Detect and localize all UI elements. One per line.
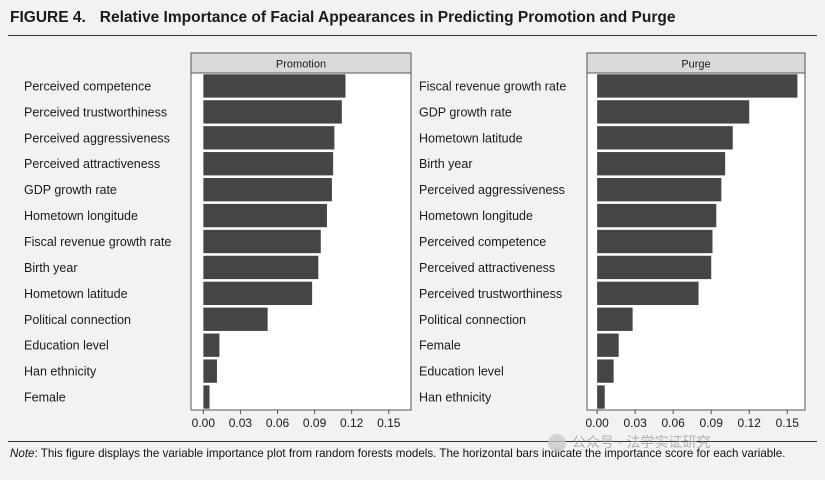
x-tick-label: 0.15	[776, 416, 800, 430]
x-tick-label: 0.06	[662, 416, 686, 430]
importance-bar	[203, 100, 342, 124]
category-label: Hometown latitude	[419, 131, 523, 145]
category-label: Education level	[24, 339, 109, 353]
category-label: Perceived aggressiveness	[419, 183, 565, 197]
figure-title: FIGURE 4. Relative Importance of Facial A…	[10, 9, 675, 27]
importance-bar	[597, 229, 713, 254]
category-label: Perceived aggressiveness	[24, 131, 170, 145]
category-label: Political connection	[24, 313, 131, 327]
importance-bar	[597, 307, 633, 331]
importance-bar	[597, 333, 619, 357]
category-label: Education level	[419, 365, 504, 379]
category-label: Perceived trustworthiness	[24, 105, 167, 119]
category-label: Han ethnicity	[24, 365, 97, 379]
x-tick-label: 0.12	[738, 416, 762, 430]
x-tick-label: 0.03	[229, 416, 253, 430]
figure-charts: Promotion Perceived competence Perceived t…	[24, 52, 806, 430]
importance-bar	[203, 255, 319, 280]
wechat-icon	[548, 434, 566, 453]
importance-bar	[203, 359, 217, 383]
figure-title-text: Relative Importance of Facial Appearance…	[99, 9, 676, 26]
category-label: GDP growth rate	[419, 105, 512, 119]
x-tick-label: 0.00	[192, 416, 216, 430]
importance-bar	[203, 203, 327, 228]
category-label: Perceived trustworthiness	[419, 287, 562, 301]
category-label: Perceived attractiveness	[419, 261, 555, 275]
importance-bar	[597, 100, 750, 124]
category-label: Perceived competence	[24, 79, 151, 93]
category-label: Perceived attractiveness	[24, 157, 160, 171]
category-label: Hometown longitude	[24, 209, 138, 223]
importance-bar	[203, 307, 268, 331]
x-tick-label: 0.06	[266, 416, 290, 430]
category-label: Hometown longitude	[419, 209, 533, 223]
importance-bar	[203, 333, 220, 357]
note-text: : This figure displays the variable impo…	[34, 447, 786, 460]
x-tick-label: 0.09	[700, 416, 724, 430]
category-label: Birth year	[24, 261, 78, 275]
watermark-text: 公众号 · 法学实证研究	[572, 434, 711, 450]
panel-title: Promotion	[276, 59, 326, 71]
category-label: Perceived competence	[419, 235, 546, 249]
bottom-rule	[8, 441, 817, 442]
figure-number: FIGURE 4.	[10, 9, 86, 26]
importance-bar	[597, 126, 733, 150]
x-tick-label: 0.00	[585, 416, 609, 430]
category-label: Hometown latitude	[24, 287, 128, 301]
category-label: Female	[24, 391, 66, 405]
category-label: Fiscal revenue growth rate	[24, 235, 171, 249]
importance-bar	[203, 126, 335, 150]
category-label: Birth year	[419, 157, 473, 171]
x-tick-label: 0.09	[303, 416, 327, 430]
importance-bar	[203, 281, 313, 306]
importance-bar	[597, 74, 798, 98]
x-tick-label: 0.15	[377, 416, 401, 430]
importance-bar	[597, 255, 712, 280]
importance-bar	[597, 203, 717, 228]
watermark: 公众号 · 法学实证研究	[548, 432, 711, 453]
importance-bar	[597, 177, 722, 202]
category-label: Political connection	[419, 313, 526, 327]
importance-bar	[203, 229, 321, 254]
category-label: Fiscal revenue growth rate	[419, 79, 566, 93]
x-tick-label: 0.03	[623, 416, 647, 430]
category-label: Han ethnicity	[419, 391, 492, 405]
category-label: Female	[419, 339, 461, 353]
x-tick-label: 0.12	[340, 416, 364, 430]
importance-bar	[203, 385, 210, 409]
top-rule	[8, 35, 817, 36]
importance-bar	[597, 385, 605, 409]
importance-bar	[597, 152, 726, 176]
category-label: GDP growth rate	[24, 183, 117, 197]
importance-bar	[597, 359, 614, 383]
importance-bar	[203, 74, 346, 98]
panel-title: Purge	[681, 59, 710, 71]
note-label: Note	[10, 447, 35, 460]
figure-note: Note: This figure displays the variable …	[10, 447, 822, 461]
importance-bar	[203, 177, 332, 202]
importance-bar	[203, 152, 334, 176]
importance-bar	[597, 281, 699, 306]
